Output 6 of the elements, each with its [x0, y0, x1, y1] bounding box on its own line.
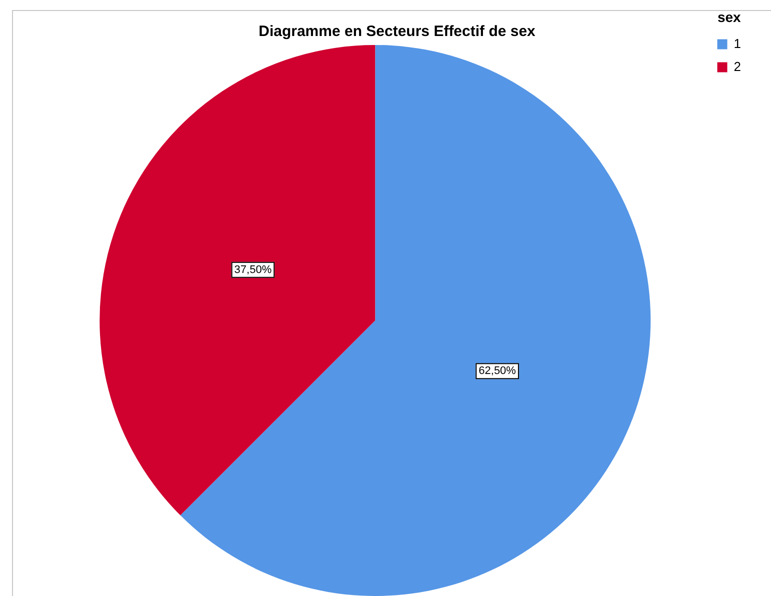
chart-title: Diagramme en Secteurs Effectif de sex [258, 23, 536, 40]
legend-label: 2 [734, 58, 742, 74]
data-label: 37,50% [234, 264, 272, 276]
legend-label: 1 [734, 36, 742, 51]
legend-title: sex [717, 8, 742, 25]
data-label: 62,50% [478, 365, 516, 378]
